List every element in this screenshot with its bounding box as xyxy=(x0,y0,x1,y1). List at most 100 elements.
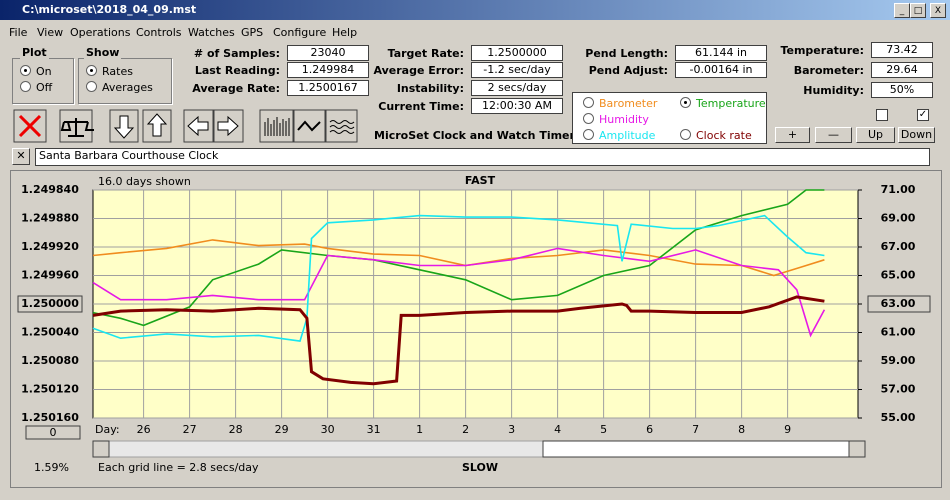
scroll-right[interactable] xyxy=(848,440,866,458)
x-tick-label: 8 xyxy=(738,423,745,436)
x-axis-label: Day: xyxy=(95,423,120,436)
checkbox[interactable] xyxy=(876,109,888,121)
y-tick-label: 1.250120 xyxy=(21,383,79,396)
maximize[interactable]: □ xyxy=(910,3,926,18)
menu-item[interactable]: Help xyxy=(332,26,358,39)
x-tick-label: 6 xyxy=(646,423,653,436)
x-tick-label: 5 xyxy=(600,423,607,436)
field-value: 29.64 xyxy=(871,62,933,78)
legend-item[interactable]: Barometer xyxy=(583,97,657,110)
x-tick-label: 29 xyxy=(275,423,289,436)
legend-item[interactable]: Clock rate xyxy=(680,129,752,142)
field-value: 2 secs/day xyxy=(471,80,563,96)
x-tick-label: 3 xyxy=(508,423,515,436)
button[interactable]: — xyxy=(815,127,852,143)
x-tick-label: 28 xyxy=(229,423,243,436)
field-value: 1.2500000 xyxy=(471,45,563,61)
legend-label: Clock rate xyxy=(696,129,752,142)
menu-item[interactable]: GPS xyxy=(241,26,264,39)
right-button[interactable] xyxy=(213,109,244,143)
minimize[interactable]: _ xyxy=(894,3,910,18)
button[interactable]: Down xyxy=(898,127,935,143)
slow-label: SLOW xyxy=(462,461,498,474)
toolbar xyxy=(13,109,358,143)
trace-selector xyxy=(572,92,767,144)
legend-label: Amplitude xyxy=(599,129,656,142)
bars-button[interactable] xyxy=(259,109,294,143)
group-title: Show xyxy=(84,46,122,59)
left-button[interactable] xyxy=(183,109,214,143)
x-tick-label: 26 xyxy=(137,423,151,436)
menu-item[interactable]: Controls xyxy=(136,26,182,39)
menu-item[interactable]: Watches xyxy=(188,26,235,39)
y-tick-label: 1.249960 xyxy=(21,269,79,282)
x-tick-label: 4 xyxy=(554,423,561,436)
checkbox[interactable]: ✓ xyxy=(917,109,929,121)
caption: MicroSet Clock and Watch Timer xyxy=(374,129,575,142)
y2-tick-label: 67.00 xyxy=(881,240,916,253)
legend-item[interactable]: Amplitude xyxy=(583,129,655,142)
x-tick-label: 31 xyxy=(367,423,381,436)
series-line xyxy=(92,214,825,342)
y-tick-label: 1.250160 xyxy=(21,411,79,424)
close[interactable]: X xyxy=(930,3,946,18)
x-tick-label: 2 xyxy=(462,423,469,436)
radio[interactable]: Off xyxy=(20,81,52,94)
field-label: Average Error: xyxy=(373,64,464,77)
y-tick-label: 1.250000 xyxy=(21,297,79,310)
y-tick-label: 1.249840 xyxy=(21,183,79,196)
y2-tick-label: 61.00 xyxy=(881,326,916,339)
watch-name[interactable]: Santa Barbara Courthouse Clock xyxy=(35,148,930,166)
clear-button[interactable]: ✕ xyxy=(12,148,30,165)
wave-button[interactable] xyxy=(293,109,326,143)
field-label: Instability: xyxy=(396,82,464,95)
x-tick-label: 7 xyxy=(692,423,699,436)
menu-item[interactable]: File xyxy=(9,26,28,39)
grid-note: Each grid line = 2.8 secs/day xyxy=(98,461,259,474)
legend-item[interactable]: Temperature xyxy=(680,97,766,110)
window-title: C:\microset\2018_04_09.mst xyxy=(22,3,197,16)
menu-item[interactable]: Operations xyxy=(70,26,131,39)
x-tick-label: 1 xyxy=(416,423,423,436)
down-button[interactable] xyxy=(109,109,139,143)
button[interactable]: Up xyxy=(856,127,895,143)
field-value: 61.144 in xyxy=(675,45,767,61)
scroll-left[interactable] xyxy=(92,440,110,458)
field-label: Barometer: xyxy=(793,64,864,77)
offset-button-label: 0 xyxy=(50,426,57,439)
field-value: 1.2500167 xyxy=(287,80,369,96)
radio-label: On xyxy=(36,65,52,78)
radio[interactable]: On xyxy=(20,65,52,78)
y-tick-label: 1.249920 xyxy=(21,240,79,253)
legend-item[interactable]: Humidity xyxy=(583,113,649,126)
menu-item[interactable]: Configure xyxy=(273,26,327,39)
field-label: Current Time: xyxy=(378,100,464,113)
noise-button[interactable] xyxy=(325,109,358,143)
radio[interactable]: Averages xyxy=(86,81,153,94)
legend-label: Barometer xyxy=(599,97,658,110)
y-tick-label: 1.250080 xyxy=(21,354,79,367)
menu-item[interactable]: View xyxy=(37,26,64,39)
balance-button[interactable] xyxy=(59,109,94,143)
fast-label: FAST xyxy=(465,174,496,187)
series-line xyxy=(92,295,825,386)
offset-button[interactable] xyxy=(25,425,81,440)
radio-label: Averages xyxy=(102,81,153,94)
tick-button xyxy=(867,295,931,313)
delete-button[interactable] xyxy=(13,109,47,143)
y2-tick-label: 65.00 xyxy=(881,269,916,282)
y-tick-label: 1.250040 xyxy=(21,326,79,339)
field-label: Pend Length: xyxy=(585,47,668,60)
x-tick-label: 9 xyxy=(784,423,791,436)
field-label: Pend Adjust: xyxy=(588,64,668,77)
radio-label: Rates xyxy=(102,65,133,78)
button[interactable]: + xyxy=(775,127,810,143)
scroll-thumb[interactable] xyxy=(542,440,850,458)
radio[interactable]: Rates xyxy=(86,65,133,78)
field-value: 50% xyxy=(871,82,933,98)
field-label: Average Rate: xyxy=(192,82,280,95)
y2-tick-label: 57.00 xyxy=(881,383,916,396)
up-button[interactable] xyxy=(142,109,172,143)
y2-tick-label: 63.00 xyxy=(881,297,916,310)
